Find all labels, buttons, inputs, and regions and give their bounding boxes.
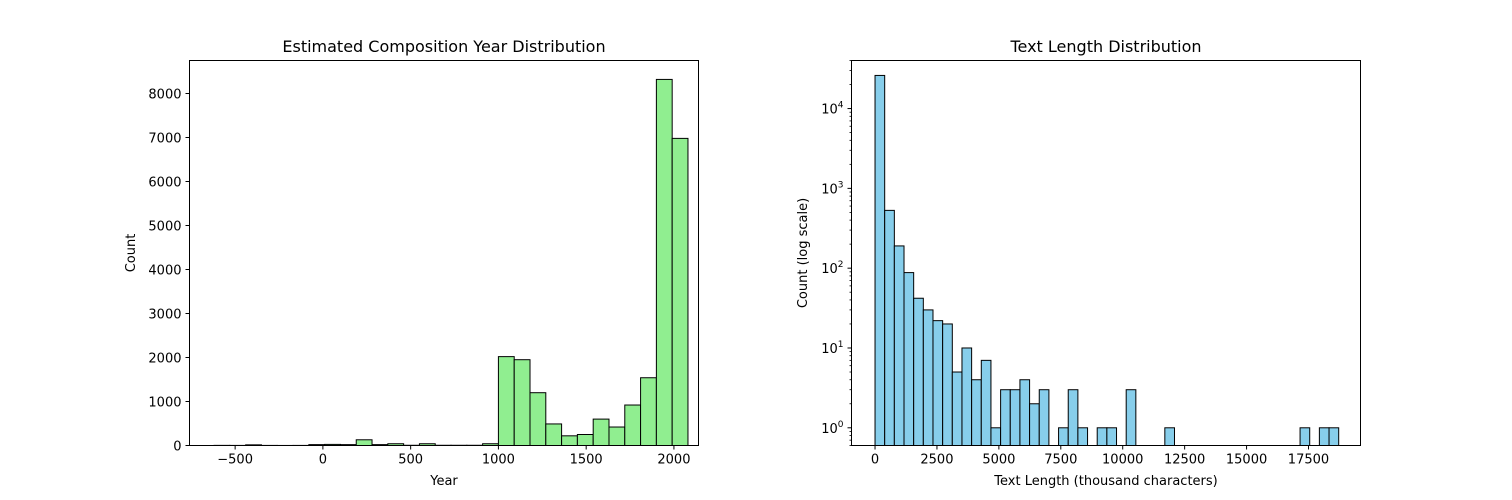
histogram-bar <box>545 423 563 447</box>
x-tick-label: 10000 <box>1102 453 1143 468</box>
histogram-bar <box>671 137 689 446</box>
bars-group <box>874 74 1340 447</box>
histogram-bar <box>942 323 953 446</box>
histogram-bar <box>1058 427 1069 447</box>
histogram-bar <box>951 371 963 447</box>
histogram-bar <box>1038 389 1050 446</box>
histogram-bar <box>1299 427 1311 447</box>
histogram-bar <box>513 359 531 447</box>
histogram-bar <box>903 272 915 446</box>
y-tick-label: 104 <box>821 101 844 118</box>
y-tick-label: 7000 <box>148 132 181 147</box>
y-tick-label: 103 <box>821 180 843 197</box>
histogram-bar <box>932 320 944 446</box>
histogram-bar <box>608 426 626 446</box>
x-ticks: 0 2500 5000 7500 10000 12500 15000 17500 <box>871 445 1329 468</box>
histogram-bar <box>1328 427 1340 447</box>
y-axis-label: Count (log scale) <box>796 198 811 308</box>
y-tick-label: 2000 <box>148 352 181 367</box>
x-tick-label: 500 <box>398 453 423 468</box>
histogram-bar <box>529 392 547 447</box>
x-tick-label: 0 <box>871 453 879 468</box>
histogram-bar <box>922 309 934 446</box>
x-tick-label: 17500 <box>1288 453 1329 468</box>
y-tick-label: 4000 <box>148 264 181 279</box>
x-tick-label: 0 <box>319 453 327 468</box>
histogram-bar <box>1009 389 1021 446</box>
histogram-bar <box>655 78 673 446</box>
histogram-bar <box>971 379 982 446</box>
y-tick-label: 1000 <box>148 396 181 411</box>
y-tick-label: 101 <box>821 340 843 357</box>
plot-frame <box>189 60 699 446</box>
histogram-bar <box>1096 427 1108 447</box>
y-ticks: 100 101 102 103 104 <box>821 60 852 446</box>
y-tick-label: 3000 <box>148 308 181 323</box>
y-ticks: 0 1000 2000 3000 4000 5000 6000 7000 8000 <box>148 88 190 455</box>
histogram-bar <box>1029 403 1040 446</box>
x-axis-label: Text Length (thousand characters) <box>993 474 1217 489</box>
x-ticks: −500 0 500 1000 1500 2000 <box>217 445 690 468</box>
histogram-bar <box>624 404 642 446</box>
chart-title: Estimated Composition Year Distribution <box>282 37 605 56</box>
y-tick-label: 100 <box>821 420 844 437</box>
y-tick-label: 5000 <box>148 220 181 235</box>
histogram-bar <box>576 434 594 446</box>
x-tick-label: 2500 <box>920 453 953 468</box>
histogram-bar <box>1067 389 1079 446</box>
histogram-bar <box>561 435 578 447</box>
histogram-bar <box>884 209 895 446</box>
text-length-histogram-chart: Text Length Distribution Text Length (th… <box>796 37 1361 489</box>
plot-frame <box>851 60 1361 446</box>
histogram-bar <box>355 439 373 446</box>
y-tick-label: 6000 <box>148 176 181 191</box>
histogram-bar <box>497 356 515 446</box>
y-tick-label: 8000 <box>148 88 181 103</box>
x-tick-label: 12500 <box>1164 453 1205 468</box>
histogram-bar <box>1125 389 1137 446</box>
x-tick-label: 2000 <box>657 453 690 468</box>
histogram-bar <box>990 427 1002 447</box>
histogram-bar <box>980 359 992 447</box>
x-tick-label: 15000 <box>1226 453 1267 468</box>
year-histogram-chart: Estimated Composition Year Distribution … <box>124 37 699 489</box>
histogram-bar <box>1164 427 1175 447</box>
x-tick-label: 1000 <box>482 453 515 468</box>
y-tick-label: 0 <box>173 440 181 455</box>
histogram-bar <box>1318 427 1330 447</box>
x-tick-label: 5000 <box>982 453 1015 468</box>
y-axis-label: Count <box>124 234 139 273</box>
x-tick-label: −500 <box>217 453 253 468</box>
histogram-bar <box>913 297 924 446</box>
x-axis-label: Year <box>429 474 458 489</box>
x-tick-label: 1500 <box>570 453 603 468</box>
histogram-bar <box>1106 427 1118 447</box>
x-tick-label: 7500 <box>1044 453 1077 468</box>
histogram-bar <box>874 74 886 447</box>
histogram-bar <box>1019 379 1031 446</box>
histogram-bar <box>1077 427 1089 447</box>
histogram-bar <box>893 245 905 446</box>
histogram-bar <box>640 377 657 446</box>
histogram-bar <box>1000 389 1011 446</box>
histogram-bar <box>961 347 973 447</box>
histogram-bar <box>592 418 610 447</box>
bars-group <box>213 78 689 447</box>
y-tick-label: 102 <box>821 260 843 277</box>
chart-title: Text Length Distribution <box>1009 37 1201 56</box>
